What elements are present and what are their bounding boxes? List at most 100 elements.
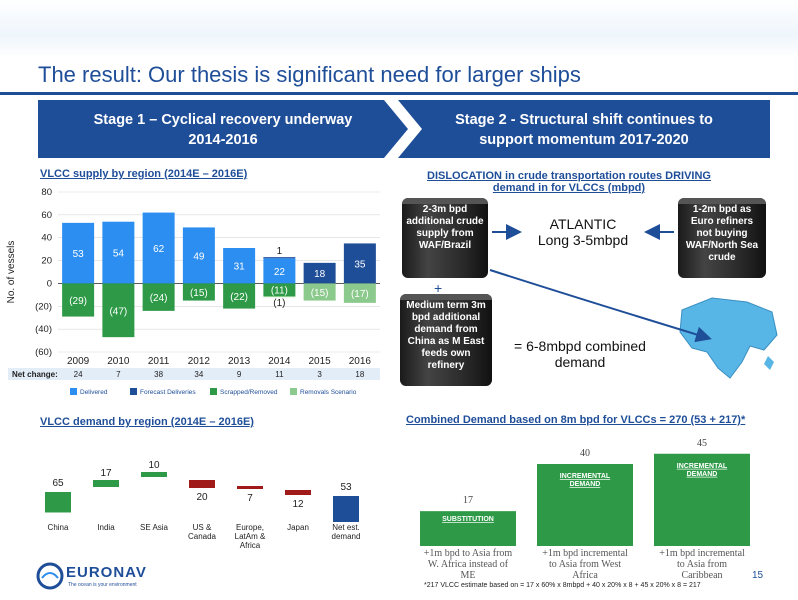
atlantic-line1: ATLANTIC [549,216,617,232]
page-title: The result: Our thesis is significant ne… [38,62,581,87]
net-change-value: 34 [194,370,203,379]
x-tick-label: 2009 [67,356,90,367]
combined-category-label: Caribbean [681,570,722,581]
legend-swatch [130,388,137,395]
bar-value-label: 18 [314,269,326,280]
demand-bar [285,490,311,495]
demand-value-label: 7 [247,493,253,504]
header-band [0,0,798,58]
x-tick-label: 2012 [188,356,211,367]
y-tick-label: (60) [35,347,52,358]
combined-tag-label: INCREMENTAL [560,473,611,480]
asia-map-image [679,297,778,379]
dislocation-arrows [489,224,712,343]
combined-category-label: Africa [572,570,598,581]
combined-tag-label: DEMAND [570,481,601,488]
net-change-label: Net change: [12,370,58,379]
bar-delivered [182,227,215,284]
combined-category-label: to Asia from [677,559,727,570]
demand-value-label: 17 [100,468,112,479]
bar-delivered [223,248,256,284]
drum-china-demand: Medium term 3m bpd additional demand fro… [400,294,492,386]
x-tick-label: 2015 [309,356,332,367]
stage1-banner: Stage 1 – Cyclical recovery underway 201… [38,100,408,158]
bar-removals-scenario [303,283,336,301]
net-change-value: 9 [237,370,242,379]
bar-value-label: (15) [190,288,208,299]
bar-value-label: 1 [277,246,283,257]
legend-label: Scrapped/Removed [220,389,278,396]
demand-region-title: VLCC demand by region (2014E – 2016E) [40,416,254,428]
net-change-value: 24 [74,370,83,379]
combined-title: Combined Demand based on 8m bpd for VLCC… [406,414,746,426]
bar-removals-scenario [263,296,296,298]
demand-value-label: 65 [52,478,64,489]
net-change-value: 38 [154,370,163,379]
demand-bar [189,480,215,488]
net-change-value: 18 [355,370,364,379]
bar-scrapped-removed [62,283,95,317]
demand-value-label: 12 [292,499,304,510]
demand-category-label: Canada [188,532,217,541]
x-tick-label: 2016 [349,356,372,367]
x-tick-label: 2013 [228,356,251,367]
bar-scrapped-removed [102,283,135,338]
demand-bar [237,486,263,489]
legend-swatch [290,388,297,395]
combined-category-label: +1m bpd to Asia from [424,548,513,559]
demand-category-label: demand [332,532,361,541]
bar-value-label: 31 [234,262,246,273]
x-tick-label: 2010 [107,356,130,367]
demand-bar [93,480,119,487]
page-number: 15 [752,570,764,581]
y-tick-label: 40 [41,233,52,244]
net-change-value: 3 [317,370,322,379]
bar-value-label: (17) [351,289,369,300]
y-tick-label: 0 [47,278,52,289]
demand-value-label: 53 [340,482,352,493]
stage2-banner: Stage 2 - Structural shift continues to … [398,100,770,158]
supply-chart: 80 60 40 20 0 (20) (40) (60) No. of vessels 53 (29… [6,187,380,396]
bar-scrapped-removed [263,283,296,296]
y-tick-label: 60 [41,210,52,221]
bar-value-label: 22 [274,267,286,278]
combined-tag-label: DEMAND [687,471,718,478]
bar-value-label: 53 [73,249,85,260]
bar-delivered [62,222,95,284]
bar-value-label: 62 [153,244,165,255]
stage2-line1: Stage 2 - Structural shift continues to [455,112,713,128]
combined-line1: = 6-8mbpd combined [514,338,646,354]
bar-value-label: (11) [271,286,288,297]
stage1-line1: Stage 1 – Cyclical recovery underway [93,112,353,128]
logo-mark-icon [36,562,64,590]
demand-category-label: China [48,523,69,532]
y-axis-label: No. of vessels [6,241,17,304]
bar-value-label: (15) [311,288,329,299]
bar-value-label: (29) [69,296,87,307]
combined-bar [420,511,516,546]
demand-bar [333,496,359,522]
bar-scrapped-removed [223,283,256,309]
y-tick-label: (40) [35,324,52,335]
dislocation-title-line2: demand in for VLCCs (mbpd) [492,182,646,194]
net-change-value: 11 [275,370,284,379]
bar-forecast-deliveries [303,262,336,284]
bar-removals-scenario [343,283,376,303]
combined-category-label: to Asia from West [549,559,621,570]
demand-bar [45,492,71,513]
bar-value-label: (47) [109,306,127,317]
arrow-to-asia [489,269,712,343]
bar-delivered [263,258,296,284]
y-tick-label: (20) [35,301,52,312]
bar-forecast-deliveries [263,257,296,259]
bar-value-label: 35 [354,259,366,270]
euronav-logo: EURONAV The ocean is your environment [36,562,156,592]
dislocation-title: DISLOCATION in crude transportation rout… [414,170,724,194]
legend-label: Forecast Deliveries [140,389,196,396]
demand-value-label: 10 [148,460,160,471]
combined-line2: demand [554,354,606,370]
combined-demand-label: = 6-8mbpd combined demand [500,338,660,370]
atlantic-label: ATLANTIC Long 3-5mbpd [528,216,638,248]
demand-region-chart: 65 17 10 20 7 12 53 China India SE Asia US &Canada… [45,460,361,550]
